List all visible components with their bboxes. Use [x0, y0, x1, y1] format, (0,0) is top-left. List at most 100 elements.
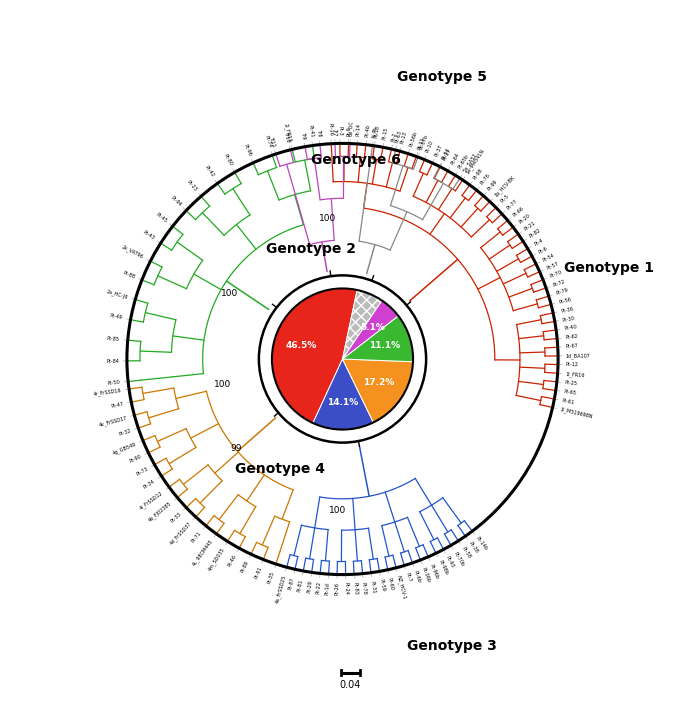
Text: 14.1%: 14.1%: [327, 398, 358, 407]
Text: Pt-61: Pt-61: [562, 398, 575, 406]
Text: N_Pt: N_Pt: [371, 126, 378, 138]
Text: 1d_BA107: 1d_BA107: [566, 353, 591, 358]
Text: 6e_OC: 6e_OC: [347, 120, 353, 136]
Text: Pt-56: Pt-56: [558, 297, 572, 305]
Text: Pt-11: Pt-11: [416, 136, 426, 150]
Wedge shape: [272, 289, 357, 423]
Text: Pt-49: Pt-49: [110, 314, 123, 321]
Text: Pt-12: Pt-12: [566, 363, 579, 368]
Text: Pt-2: Pt-2: [391, 131, 398, 142]
Text: Pt-32: Pt-32: [118, 428, 132, 437]
Text: Pt-65b: Pt-65b: [458, 154, 470, 170]
Text: Pt-45: Pt-45: [155, 212, 168, 223]
Text: Tr9: Tr9: [300, 131, 306, 139]
Text: Pt-96b: Pt-96b: [429, 563, 440, 579]
Text: Pt-67: Pt-67: [565, 344, 579, 349]
Text: Pt-38: Pt-38: [468, 541, 479, 554]
Text: Tr7: Tr7: [332, 128, 337, 136]
Text: Pt-65: Pt-65: [563, 389, 577, 396]
Text: Pt-17: Pt-17: [442, 147, 452, 161]
Text: Pt-98b: Pt-98b: [437, 559, 449, 576]
Text: Pt-63: Pt-63: [395, 129, 403, 143]
Text: Pt-91: Pt-91: [253, 566, 263, 579]
Text: Genotype 3: Genotype 3: [408, 640, 497, 653]
Text: Pt-3: Pt-3: [337, 126, 342, 136]
Text: Pt-74: Pt-74: [263, 135, 272, 149]
Text: Pt-64: Pt-64: [449, 151, 460, 165]
Text: Pt-96: Pt-96: [242, 143, 252, 157]
Text: 17.2%: 17.2%: [364, 378, 395, 388]
Text: Pt-89: Pt-89: [240, 560, 250, 574]
Text: 4L_98CM445: 4L_98CM445: [191, 538, 214, 567]
Text: Genotype 4: Genotype 4: [235, 462, 325, 476]
Text: 4d_FrSSD37: 4d_FrSSD37: [169, 521, 192, 546]
Text: Pt-85: Pt-85: [107, 336, 120, 342]
Text: Pt-43: Pt-43: [142, 230, 155, 241]
Text: 5.1%: 5.1%: [360, 322, 385, 332]
Text: Pt-26: Pt-26: [334, 582, 339, 595]
Text: Pt-4: Pt-4: [533, 238, 544, 247]
Text: 5a_SA52: 5a_SA52: [462, 152, 478, 173]
Text: Pt-80: Pt-80: [222, 153, 233, 167]
Text: Pt-71: Pt-71: [191, 530, 203, 544]
Text: Pt-99: Pt-99: [486, 179, 499, 192]
Text: Pt-94: Pt-94: [169, 195, 182, 207]
Text: Pt-62: Pt-62: [564, 334, 578, 340]
Text: 0.04: 0.04: [340, 681, 361, 691]
Text: Genotype 6: Genotype 6: [310, 154, 401, 167]
Text: Pt-18: Pt-18: [373, 125, 380, 139]
Text: 1l_M519698N: 1l_M519698N: [560, 406, 593, 419]
Text: Pt-70b: Pt-70b: [453, 551, 465, 567]
Text: Pt-77: Pt-77: [506, 198, 519, 210]
Text: Pt-47: Pt-47: [110, 401, 124, 409]
Text: 2l_FR15: 2l_FR15: [283, 122, 293, 142]
Text: 4r_FrSSD16: 4r_FrSSD16: [92, 387, 122, 397]
Text: Pt-7: Pt-7: [404, 572, 412, 583]
Text: Pt-76: Pt-76: [479, 172, 492, 186]
Text: Tr8: Tr8: [316, 129, 322, 137]
Text: 4g_GB549: 4g_GB549: [112, 441, 137, 456]
Text: Pt-58: Pt-58: [460, 546, 471, 560]
Text: 4b_FJ02385: 4b_FJ02385: [147, 500, 173, 523]
Text: NZ_HCV-1: NZ_HCV-1: [395, 574, 407, 600]
Text: Pt-57b: Pt-57b: [419, 134, 429, 151]
Text: Pt-41: Pt-41: [307, 125, 314, 138]
Text: 46.5%: 46.5%: [286, 341, 316, 350]
Text: Pt-51: Pt-51: [441, 147, 451, 161]
Text: Pt-25: Pt-25: [564, 381, 577, 386]
Text: Pt-23: Pt-23: [186, 179, 198, 192]
Text: Pt-33: Pt-33: [169, 511, 182, 523]
Text: Pt-83: Pt-83: [352, 582, 358, 595]
Text: Pt-22: Pt-22: [316, 581, 322, 595]
Text: Pt-15: Pt-15: [382, 126, 389, 140]
Text: Genotype 2: Genotype 2: [266, 242, 356, 256]
Text: Pt-72: Pt-72: [553, 279, 566, 288]
Text: 2a_HC-J6: 2a_HC-J6: [105, 289, 129, 300]
Text: Pt-9: Pt-9: [347, 126, 351, 136]
Text: 2k_VAT96: 2k_VAT96: [121, 244, 145, 260]
Text: 1l_FR16: 1l_FR16: [565, 371, 585, 378]
Text: Pt-24: Pt-24: [343, 582, 349, 595]
Text: Pt-79: Pt-79: [556, 288, 569, 297]
Wedge shape: [342, 300, 398, 359]
Text: Pt-29: Pt-29: [306, 579, 313, 593]
Text: Pt-81: Pt-81: [297, 578, 304, 592]
Text: 100: 100: [329, 506, 346, 515]
Text: Pt-31: Pt-31: [370, 580, 376, 594]
Text: Pt-14b: Pt-14b: [475, 536, 488, 551]
Text: 99: 99: [231, 444, 242, 452]
Text: Pt-20: Pt-20: [518, 213, 531, 224]
Text: Pt-82: Pt-82: [528, 228, 542, 239]
Text: Pt-98: Pt-98: [473, 167, 484, 180]
Text: 4m_SD035: 4m_SD035: [207, 546, 226, 572]
Text: Pt-4b: Pt-4b: [364, 123, 371, 137]
Text: Genotype 1: Genotype 1: [564, 261, 654, 274]
Text: Pt-54: Pt-54: [542, 253, 556, 263]
Text: Pt-87: Pt-87: [288, 577, 296, 590]
Text: 1b_HCV-BK: 1b_HCV-BK: [493, 174, 516, 197]
Text: 4k_FrSSD17: 4k_FrSSD17: [98, 414, 127, 428]
Text: 4l_FrSSD12: 4l_FrSSD12: [139, 490, 164, 510]
Text: Pt-90: Pt-90: [129, 454, 142, 464]
Text: Pt-6b: Pt-6b: [412, 569, 421, 583]
Text: 11.1%: 11.1%: [369, 341, 400, 350]
